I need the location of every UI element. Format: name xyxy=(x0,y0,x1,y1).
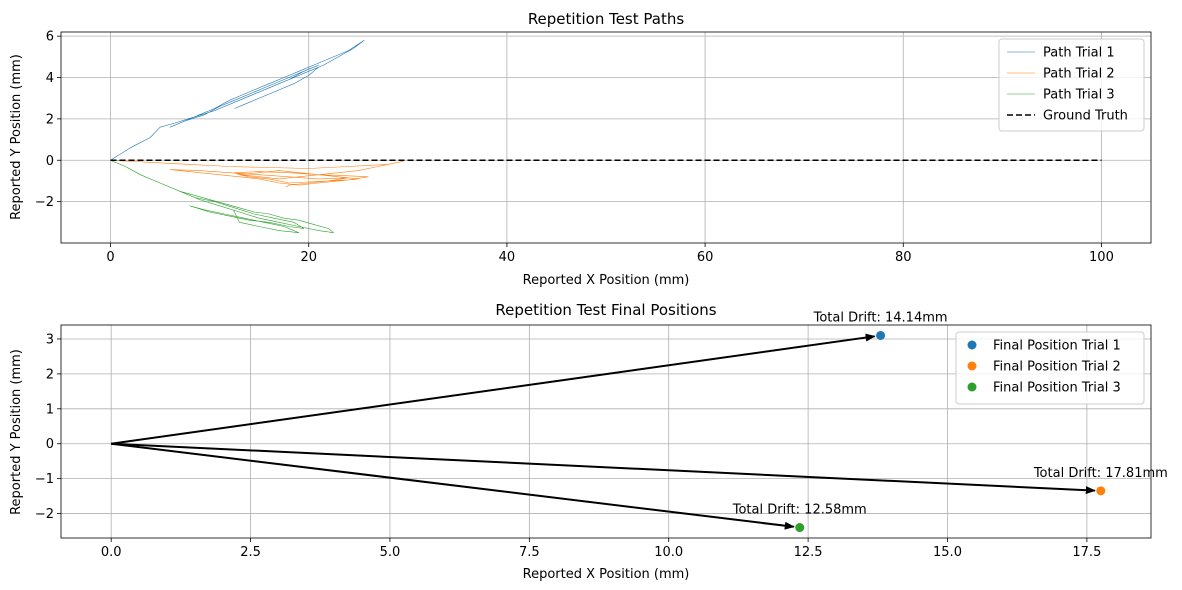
drift-arrow xyxy=(111,442,795,530)
paths-panel: Repetition Test Paths 0 20 40 60 80 100 −2 0 2 4 6… xyxy=(9,10,1152,288)
drift-annotation: Total Drift: 14.14mm xyxy=(813,310,948,325)
x-tick-label: 60 xyxy=(697,250,714,265)
plot-frame xyxy=(60,324,1152,539)
grid xyxy=(61,32,1151,243)
legend-label: Final Position Trial 2 xyxy=(993,360,1121,375)
tick-labels: 0.0 2.5 5.0 7.5 10.0 12.5 15.0 17.5 −2 −1 0 1 2 3 xyxy=(35,332,1102,560)
x-tick-label: 0 xyxy=(106,250,114,265)
x-tick-label: 12.5 xyxy=(794,545,823,560)
legend-label: Path Trial 1 xyxy=(1043,46,1115,61)
y-tick-label: 2 xyxy=(46,367,54,382)
y-axis-label: Reported Y Position (mm) xyxy=(9,349,24,515)
legend-label: Path Trial 3 xyxy=(1043,88,1115,103)
y-tick-label: 0 xyxy=(46,437,54,452)
x-tick-label: 20 xyxy=(300,250,317,265)
y-tick-label: −2 xyxy=(35,195,54,210)
series-group: Total Drift: 14.14mm Total Drift: 17.81mm… xyxy=(732,310,1168,533)
legend-swatch xyxy=(967,361,977,371)
y-tick-label: −1 xyxy=(35,472,54,487)
legend-label: Ground Truth xyxy=(1043,109,1128,124)
y-tick-label: 0 xyxy=(46,154,54,169)
x-axis-label: Reported X Position (mm) xyxy=(523,567,690,582)
drift-annotation: Total Drift: 17.81mm xyxy=(1033,466,1168,481)
tick-labels: 0 20 40 60 80 100 −2 0 2 4 6 xyxy=(35,30,1114,265)
x-tick-label: 17.5 xyxy=(1072,545,1101,560)
legend-label: Final Position Trial 3 xyxy=(993,381,1121,396)
legend-label: Final Position Trial 1 xyxy=(993,339,1121,354)
path-line xyxy=(110,160,404,188)
x-axis-label: Reported X Position (mm) xyxy=(523,273,690,288)
legend-swatch xyxy=(967,340,977,350)
series-group xyxy=(110,39,1102,233)
x-tick-label: 15.0 xyxy=(933,545,962,560)
chart-title: Repetition Test Final Positions xyxy=(495,301,716,319)
y-tick-label: 1 xyxy=(46,402,54,417)
path-line xyxy=(110,160,334,233)
x-tick-label: 0.0 xyxy=(101,545,122,560)
legend: Path Trial 1 Path Trial 2 Path Trial 3 Grou… xyxy=(998,38,1145,132)
legend: Final Position Trial 1 Final Position Tri… xyxy=(955,331,1145,405)
final-position-point xyxy=(1096,486,1106,496)
grid xyxy=(61,325,1151,538)
drift-annotation: Total Drift: 12.58mm xyxy=(732,503,867,518)
plot-frame xyxy=(60,31,1152,244)
x-tick-label: 100 xyxy=(1089,250,1114,265)
drift-arrow xyxy=(111,333,876,445)
final-positions-panel: Repetition Test Final Positions Total Dr… xyxy=(9,301,1168,582)
path-line xyxy=(110,39,365,161)
y-tick-label: −2 xyxy=(35,507,54,522)
legend-box xyxy=(955,331,1145,405)
y-tick-label: 3 xyxy=(46,332,54,347)
x-tick-label: 7.5 xyxy=(519,545,540,560)
x-tick-label: 80 xyxy=(895,250,912,265)
y-axis-label: Reported Y Position (mm) xyxy=(9,54,24,220)
y-tick-label: 6 xyxy=(46,30,54,45)
drift-arrow xyxy=(111,442,1096,495)
chart-title: Repetition Test Paths xyxy=(528,10,685,28)
drift-arrows xyxy=(111,333,1096,530)
legend-label: Path Trial 2 xyxy=(1043,67,1115,82)
y-tick-label: 4 xyxy=(46,71,54,86)
x-tick-label: 2.5 xyxy=(240,545,261,560)
final-position-point xyxy=(795,523,805,533)
x-tick-label: 5.0 xyxy=(380,545,401,560)
x-tick-label: 10.0 xyxy=(654,545,683,560)
legend-swatch xyxy=(967,382,977,392)
final-position-point xyxy=(876,330,886,340)
y-tick-label: 2 xyxy=(46,112,54,127)
legend-box xyxy=(998,38,1145,132)
x-tick-label: 40 xyxy=(499,250,516,265)
